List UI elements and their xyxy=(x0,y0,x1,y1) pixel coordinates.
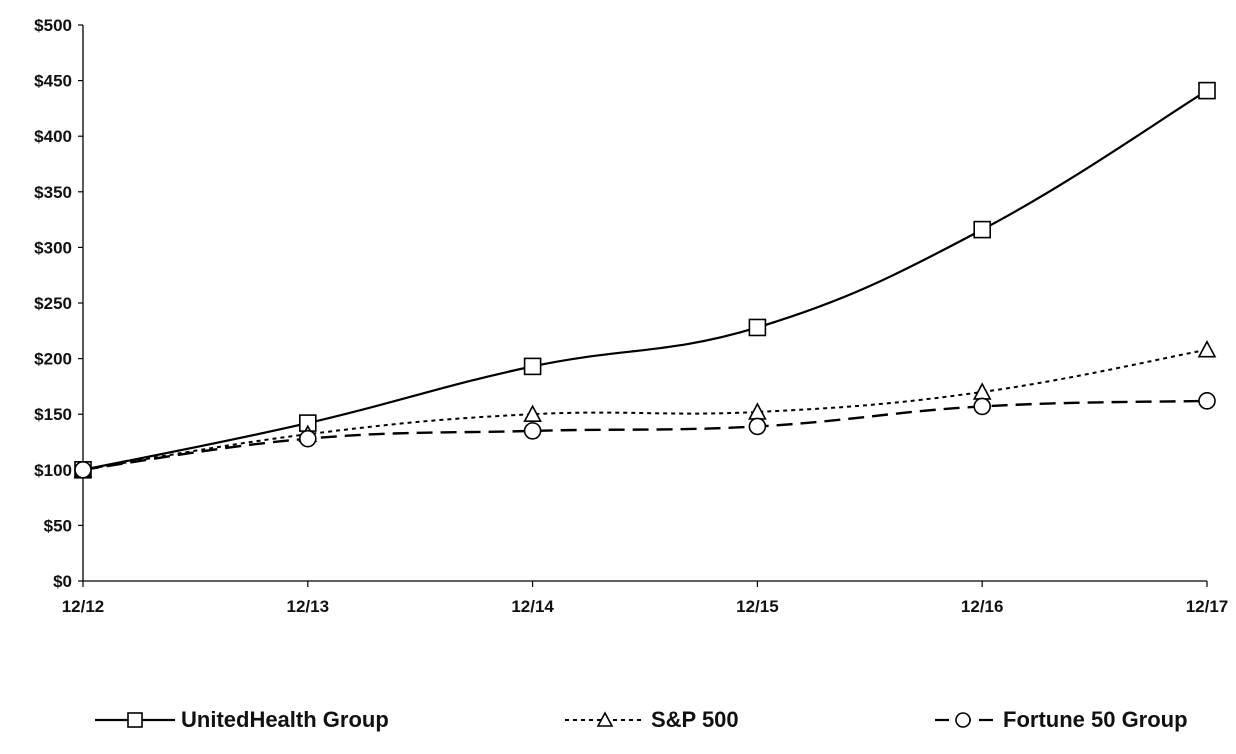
data-point-triangle xyxy=(523,404,542,423)
series-line-1 xyxy=(82,348,1208,471)
chart-legend: UnitedHealth Group S&P 500 Fortune 50 Gr… xyxy=(0,700,1236,750)
data-point-circle xyxy=(523,422,542,440)
data-point-circle xyxy=(1198,392,1216,410)
x-tick-label: 12/15 xyxy=(736,597,779,616)
data-point-square xyxy=(748,318,767,337)
y-tick-label: $50 xyxy=(44,516,72,535)
x-tick-label: 12/17 xyxy=(1186,597,1229,616)
data-point-circle xyxy=(298,429,317,448)
legend-swatch-unitedhealth xyxy=(95,712,175,728)
data-point-triangle xyxy=(1197,340,1217,358)
y-tick-label: $400 xyxy=(34,127,72,146)
data-point-square xyxy=(1198,81,1216,100)
data-point-square xyxy=(973,220,992,239)
series-markers xyxy=(73,81,1217,479)
series-line-0 xyxy=(82,89,1208,471)
data-point-circle xyxy=(748,417,767,436)
y-tick-label: $200 xyxy=(34,350,72,369)
y-axis-ticks: $0 $50 $100 $150 $200 $250 $300 $350 $400 $450 $50… xyxy=(34,16,83,591)
legend-swatch-sp500 xyxy=(565,711,645,727)
y-tick-label: $450 xyxy=(34,72,72,91)
x-tick-label: 12/12 xyxy=(62,597,105,616)
line-chart: $0 $50 $100 $150 $200 $250 $300 $350 $400 $450 $50… xyxy=(34,16,1229,616)
legend-item-sp500: S&P 500 xyxy=(565,700,739,740)
y-tick-label: $150 xyxy=(34,405,72,424)
y-tick-label: $250 xyxy=(34,294,72,313)
legend-item-fortune50: Fortune 50 Group xyxy=(935,700,1188,740)
data-point-square xyxy=(523,357,542,376)
series-line-2 xyxy=(82,399,1208,471)
data-point-circle xyxy=(74,460,92,479)
y-tick-label: $350 xyxy=(34,183,72,202)
x-tick-label: 12/13 xyxy=(287,597,330,616)
data-point-circle xyxy=(973,397,992,416)
y-tick-label: $300 xyxy=(34,238,72,257)
legend-item-unitedhealth: UnitedHealth Group xyxy=(95,700,389,740)
x-axis-ticks: 12/12 12/13 12/14 12/15 12/16 12/17 xyxy=(62,581,1229,616)
legend-label-fortune50: Fortune 50 Group xyxy=(1003,707,1188,732)
data-point-triangle xyxy=(972,382,992,400)
series-lines xyxy=(82,89,1208,471)
y-tick-label: $500 xyxy=(34,16,72,35)
x-tick-label: 12/16 xyxy=(961,597,1004,616)
legend-label-unitedhealth: UnitedHealth Group xyxy=(181,707,389,732)
chart-axes xyxy=(82,25,1207,582)
legend-label-sp500: S&P 500 xyxy=(651,707,739,732)
y-tick-label: $100 xyxy=(34,461,72,480)
x-tick-label: 12/14 xyxy=(511,597,554,616)
legend-swatch-fortune50 xyxy=(935,712,997,728)
y-tick-label: $0 xyxy=(53,572,72,591)
